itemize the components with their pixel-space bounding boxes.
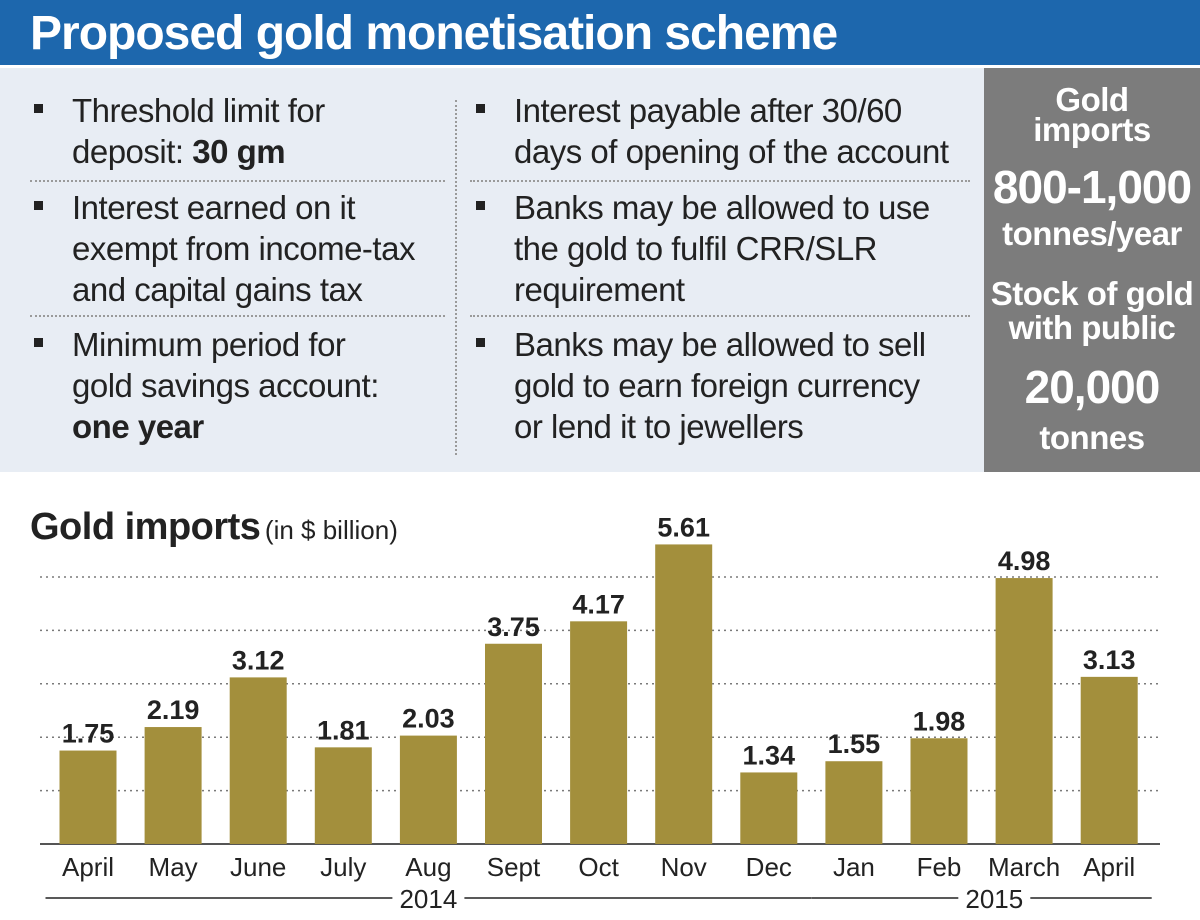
bar-jan-9 xyxy=(825,761,883,844)
data-label: 1.75 xyxy=(62,719,115,749)
bullet-highlight: one year xyxy=(72,408,204,445)
data-label: 1.55 xyxy=(828,729,881,759)
bullet-marker xyxy=(34,104,43,113)
x-tick-label: June xyxy=(230,852,286,882)
title-bar: Proposed gold monetisation scheme xyxy=(0,0,1200,68)
bar-april-12 xyxy=(1080,676,1138,844)
x-tick-label: May xyxy=(149,852,198,882)
row-divider xyxy=(470,315,970,317)
bullet-marker xyxy=(476,201,485,210)
bullet-line: deposit: 30 gm xyxy=(72,131,325,172)
bar-feb-10 xyxy=(910,738,968,844)
bullet-marker xyxy=(34,201,43,210)
bar-sept-5 xyxy=(485,643,542,844)
bar-june-2 xyxy=(229,677,287,844)
bullet-line: and capital gains tax xyxy=(72,271,363,308)
data-label: 5.61 xyxy=(657,512,710,542)
x-tick-label: Aug xyxy=(405,852,451,882)
data-label: 3.13 xyxy=(1083,645,1136,675)
page-title: Proposed gold monetisation scheme xyxy=(30,7,838,60)
bullet-line: requirement xyxy=(514,271,685,308)
x-tick-label: March xyxy=(988,852,1060,882)
bullet-line: Banks may be allowed to sell xyxy=(514,326,926,363)
imports-label-line2: imports xyxy=(1033,111,1151,148)
data-label: 3.12 xyxy=(232,645,285,675)
bullet-line: or lend it to jewellers xyxy=(514,408,804,445)
bullet-line: one year xyxy=(72,406,379,447)
stock-value: 20,000 xyxy=(1024,361,1161,413)
bullet-line: Banks may be allowed to use xyxy=(514,189,930,226)
chart-title-text: Gold imports xyxy=(30,506,261,548)
x-tick-label: July xyxy=(320,852,366,882)
bullet-sell-gold: Banks may be allowed to sell gold to ear… xyxy=(476,324,926,447)
data-label: 1.98 xyxy=(913,706,966,736)
bullet-marker xyxy=(476,338,485,347)
data-label: 4.17 xyxy=(572,589,625,619)
bullet-line: gold savings account: xyxy=(72,367,379,404)
bullet-crr-slr: Banks may be allowed to use the gold to … xyxy=(476,187,930,310)
bullet-lead: deposit: xyxy=(72,133,193,170)
bar-may-1 xyxy=(144,727,202,844)
chart-unit-label: (in $ billion) xyxy=(264,515,398,545)
x-tick-label: Sept xyxy=(487,852,541,882)
bullet-line: Interest earned on it xyxy=(72,189,356,226)
x-tick-label: Oct xyxy=(578,852,619,882)
x-tick-label: April xyxy=(1083,852,1135,882)
imports-label-line1: Gold xyxy=(1055,81,1129,118)
bullet-marker xyxy=(34,338,43,347)
bullet-line: the gold to fulfil CRR/SLR xyxy=(514,230,878,267)
bar-march-11 xyxy=(995,578,1053,844)
bullet-interest-payable: Interest payable after 30/60 days of ope… xyxy=(476,90,949,172)
x-tick-label: Nov xyxy=(661,852,707,882)
bar-aug-4 xyxy=(399,735,457,844)
stock-label-line1: Stock of gold xyxy=(990,275,1194,312)
x-tick-label: Feb xyxy=(917,852,962,882)
x-tick-label: Jan xyxy=(833,852,875,882)
bullet-line: exempt from income-tax xyxy=(72,230,415,267)
stock-label-line2: with public xyxy=(1008,309,1176,346)
imports-value: 800-1,000 xyxy=(992,161,1192,213)
row-divider xyxy=(470,180,970,182)
bullet-line: gold to earn foreign currency xyxy=(514,367,920,404)
data-label: 2.03 xyxy=(402,704,455,734)
data-label: 4.98 xyxy=(998,546,1051,576)
bullet-line: Threshold limit for xyxy=(72,92,325,129)
bullet-line: days of opening of the account xyxy=(514,133,949,170)
bar-nov-7 xyxy=(655,544,713,844)
bullet-line: Interest payable after 30/60 xyxy=(514,92,902,129)
row-divider xyxy=(30,180,445,182)
year-label-2015: 2015 xyxy=(965,884,1023,914)
x-tick-label: Dec xyxy=(746,852,792,882)
bullet-threshold: Threshold limit for deposit: 30 gm xyxy=(34,90,325,172)
stock-unit: tonnes xyxy=(1039,419,1145,456)
scheme-info-panel xyxy=(0,68,984,472)
data-label: 3.75 xyxy=(487,612,540,642)
bar-oct-6 xyxy=(570,621,628,844)
bullet-line: Minimum period for xyxy=(72,326,346,363)
bar-july-3 xyxy=(314,747,372,844)
year-label-2014: 2014 xyxy=(399,884,457,914)
chart-title: Gold imports (in $ billion) xyxy=(30,506,398,549)
x-tick-label: April xyxy=(62,852,114,882)
gold-stats-panel: Gold imports 800-1,000 tonnes/year Stock… xyxy=(984,68,1200,472)
bullet-tax-exempt: Interest earned on it exempt from income… xyxy=(34,187,415,310)
bar-april-0 xyxy=(59,750,117,844)
row-divider xyxy=(30,315,445,317)
data-label: 1.34 xyxy=(743,740,796,770)
column-divider xyxy=(455,100,457,455)
gold-imports-bar-chart: 1.75 April 2.19 May 3.12 June 1.81 July 2.03 Aug 3… xyxy=(40,512,1160,914)
bullet-highlight: 30 gm xyxy=(192,133,286,170)
imports-unit: tonnes/year xyxy=(1002,215,1182,252)
data-label: 2.19 xyxy=(147,695,200,725)
bullet-marker xyxy=(476,104,485,113)
bar-dec-8 xyxy=(740,772,798,844)
data-label: 1.81 xyxy=(317,715,370,745)
bullet-minimum-period: Minimum period for gold savings account:… xyxy=(34,324,379,447)
